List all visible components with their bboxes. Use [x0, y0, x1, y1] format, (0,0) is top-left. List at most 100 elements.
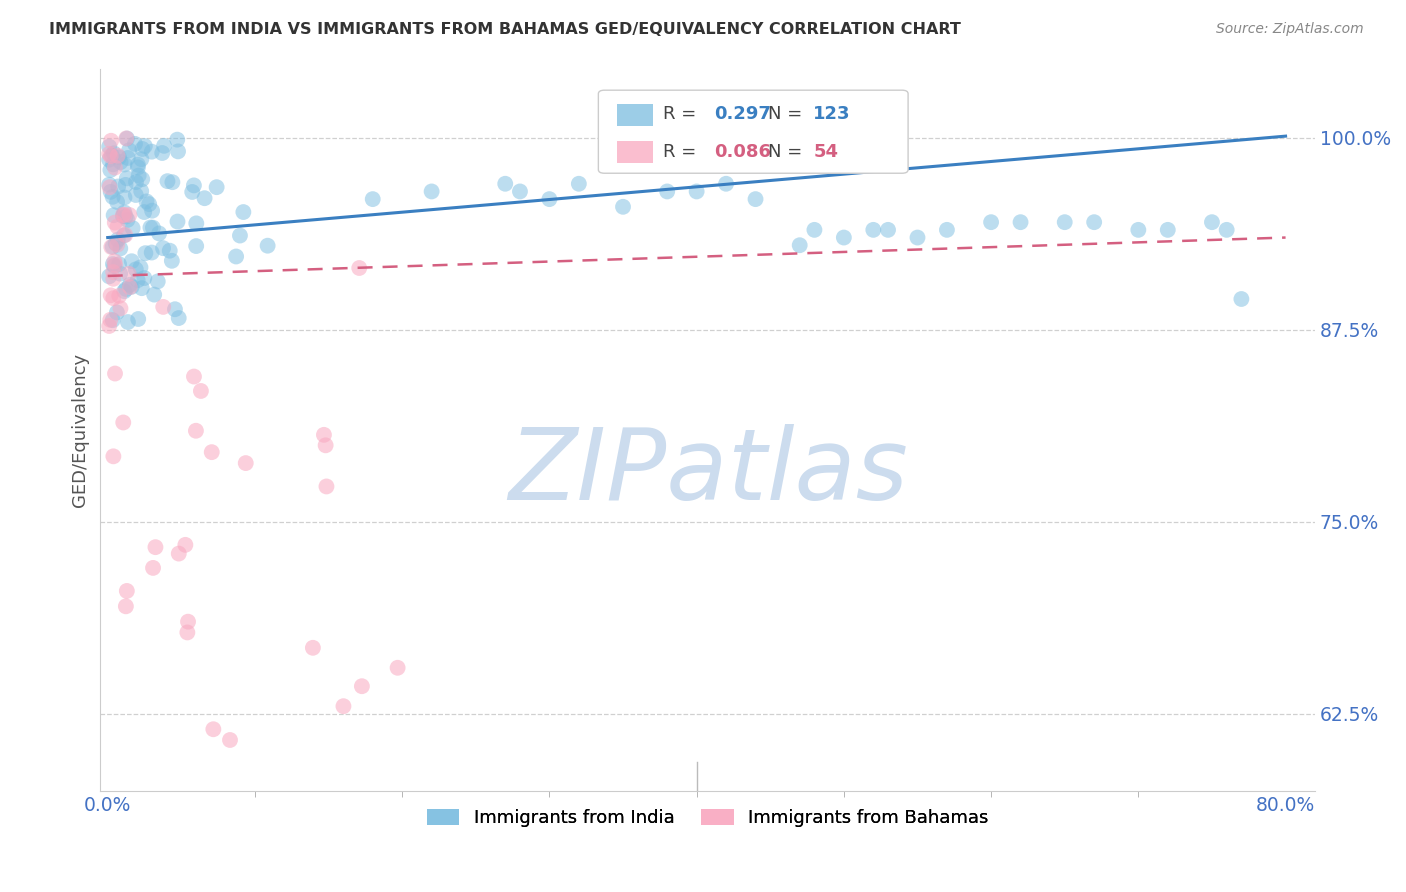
- Point: [98, 269, 121, 284]
- Point: [101, 313, 124, 327]
- Point: [685, 185, 707, 199]
- Point: [108, 289, 131, 303]
- Point: [194, 191, 217, 205]
- Point: [138, 197, 160, 211]
- Point: [907, 230, 929, 244]
- Point: [159, 244, 181, 258]
- Point: [100, 185, 122, 199]
- Point: [118, 143, 141, 157]
- Point: [219, 733, 242, 747]
- Point: [115, 282, 138, 296]
- Point: [135, 194, 157, 209]
- Point: [229, 228, 252, 243]
- Point: [115, 583, 138, 598]
- Point: [312, 427, 335, 442]
- Point: [256, 238, 278, 252]
- Point: [176, 625, 198, 640]
- Point: [104, 161, 127, 175]
- Point: [156, 174, 179, 188]
- Point: [153, 138, 176, 153]
- Point: [101, 149, 124, 163]
- Point: [315, 438, 337, 452]
- Point: [107, 148, 129, 162]
- Point: [104, 258, 127, 272]
- Point: [166, 133, 188, 147]
- Point: [332, 699, 354, 714]
- Point: [349, 260, 371, 275]
- Point: [117, 315, 139, 329]
- Point: [202, 723, 225, 737]
- Point: [142, 220, 165, 235]
- Point: [1128, 223, 1150, 237]
- Point: [387, 661, 409, 675]
- Point: [103, 259, 125, 273]
- Point: [152, 300, 174, 314]
- Point: [112, 284, 135, 298]
- Point: [108, 257, 131, 271]
- Point: [117, 151, 139, 165]
- Point: [166, 214, 188, 228]
- Point: [121, 221, 143, 235]
- Point: [980, 215, 1002, 229]
- Point: [131, 152, 153, 166]
- Point: [111, 208, 134, 222]
- Point: [152, 241, 174, 255]
- Point: [110, 155, 132, 169]
- Point: [190, 384, 212, 398]
- Point: [115, 171, 138, 186]
- Point: [101, 265, 124, 279]
- Point: [125, 188, 148, 202]
- Text: 0.086: 0.086: [714, 143, 770, 161]
- Point: [146, 274, 169, 288]
- Point: [98, 313, 121, 327]
- Point: [131, 142, 153, 156]
- Point: [112, 416, 135, 430]
- Point: [98, 318, 121, 333]
- Point: [141, 245, 163, 260]
- Point: [104, 216, 127, 230]
- Point: [107, 233, 129, 247]
- Point: [420, 185, 443, 199]
- Point: [134, 205, 156, 219]
- Point: [1215, 223, 1237, 237]
- Point: [862, 223, 884, 237]
- Point: [538, 192, 561, 206]
- Point: [789, 238, 811, 252]
- Point: [134, 139, 156, 153]
- Point: [1157, 223, 1180, 237]
- Point: [183, 369, 205, 384]
- Point: [186, 216, 208, 230]
- Y-axis label: GED/Equivalency: GED/Equivalency: [72, 352, 89, 507]
- Point: [100, 149, 122, 163]
- Point: [714, 177, 737, 191]
- Text: 123: 123: [813, 105, 851, 123]
- Point: [162, 175, 184, 189]
- Point: [105, 237, 128, 252]
- Point: [232, 205, 254, 219]
- Text: R =: R =: [662, 143, 702, 161]
- Point: [104, 236, 127, 251]
- FancyBboxPatch shape: [599, 90, 908, 173]
- Point: [877, 223, 900, 237]
- Point: [141, 145, 163, 159]
- Point: [205, 180, 228, 194]
- Point: [302, 640, 325, 655]
- Point: [124, 136, 146, 151]
- Point: [118, 267, 141, 281]
- Point: [103, 272, 125, 286]
- Point: [315, 479, 337, 493]
- Point: [350, 679, 373, 693]
- Point: [160, 253, 183, 268]
- Point: [98, 139, 121, 153]
- Point: [131, 172, 153, 186]
- Text: ZIPatlas: ZIPatlas: [508, 425, 908, 522]
- Point: [108, 150, 131, 164]
- Point: [145, 540, 167, 554]
- Point: [103, 146, 125, 161]
- Point: [163, 302, 186, 317]
- Point: [101, 257, 124, 271]
- Point: [100, 134, 122, 148]
- Point: [128, 169, 150, 183]
- Point: [104, 367, 127, 381]
- Point: [125, 175, 148, 189]
